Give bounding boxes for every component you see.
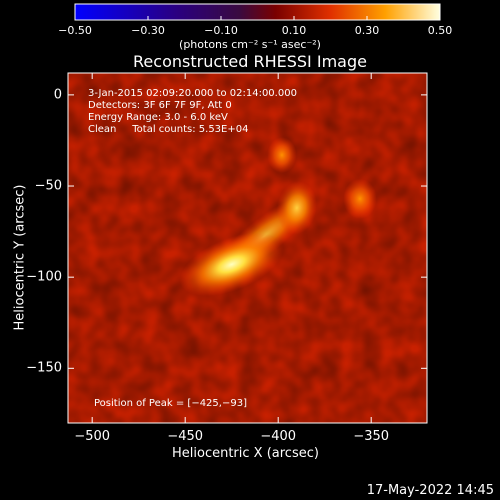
info-clean: Clean Total counts: 5.53E+04: [88, 124, 249, 135]
y-tick-label: −50: [34, 178, 62, 194]
colorbar-units: (photons cm⁻² s⁻¹ asec⁻²): [179, 38, 321, 51]
y-tick-label: −100: [26, 269, 62, 285]
x-tick-label: −450: [167, 429, 204, 444]
chart-title: Reconstructed RHESSI Image: [133, 52, 367, 71]
x-tick-label: −500: [74, 429, 111, 444]
colorbar-tick-label: −0.50: [58, 24, 92, 37]
colorbar-tick-label: −0.30: [131, 24, 165, 37]
emission-source: [343, 178, 377, 219]
x-tick-label: −400: [260, 429, 297, 444]
x-tick-label: −350: [353, 429, 390, 444]
emission-source: [276, 181, 317, 235]
y-tick-label: 0: [53, 87, 62, 103]
emission-source: [179, 232, 284, 297]
colorbar-gradient: [74, 3, 441, 21]
x-axis-label: Heliocentric X (arcsec): [172, 446, 319, 461]
info-energy: Energy Range: 3.0 - 6.0 keV: [88, 112, 228, 123]
peak-position: Position of Peak = [−425,−93]: [94, 398, 247, 409]
info-detectors: Detectors: 3F 6F 7F 9F, Att 0: [88, 100, 232, 111]
colorbar-tick-label: 0.50: [427, 24, 453, 37]
colorbar-tick-label: 0.30: [354, 24, 380, 37]
y-tick-label: −150: [26, 360, 62, 376]
info-time: 3-Jan-2015 02:09:20.000 to 02:14:00.000: [88, 88, 297, 99]
y-axis-label: Heliocentric Y (arcsec): [12, 184, 28, 331]
emission-source: [267, 136, 297, 174]
timestamp: 17-May-2022 14:45: [366, 483, 494, 498]
colorbar-tick-label: −0.10: [204, 24, 238, 37]
colorbar: [74, 3, 441, 21]
plot-frame: [67, 72, 428, 424]
colorbar-tick-label: 0.10: [281, 24, 307, 37]
